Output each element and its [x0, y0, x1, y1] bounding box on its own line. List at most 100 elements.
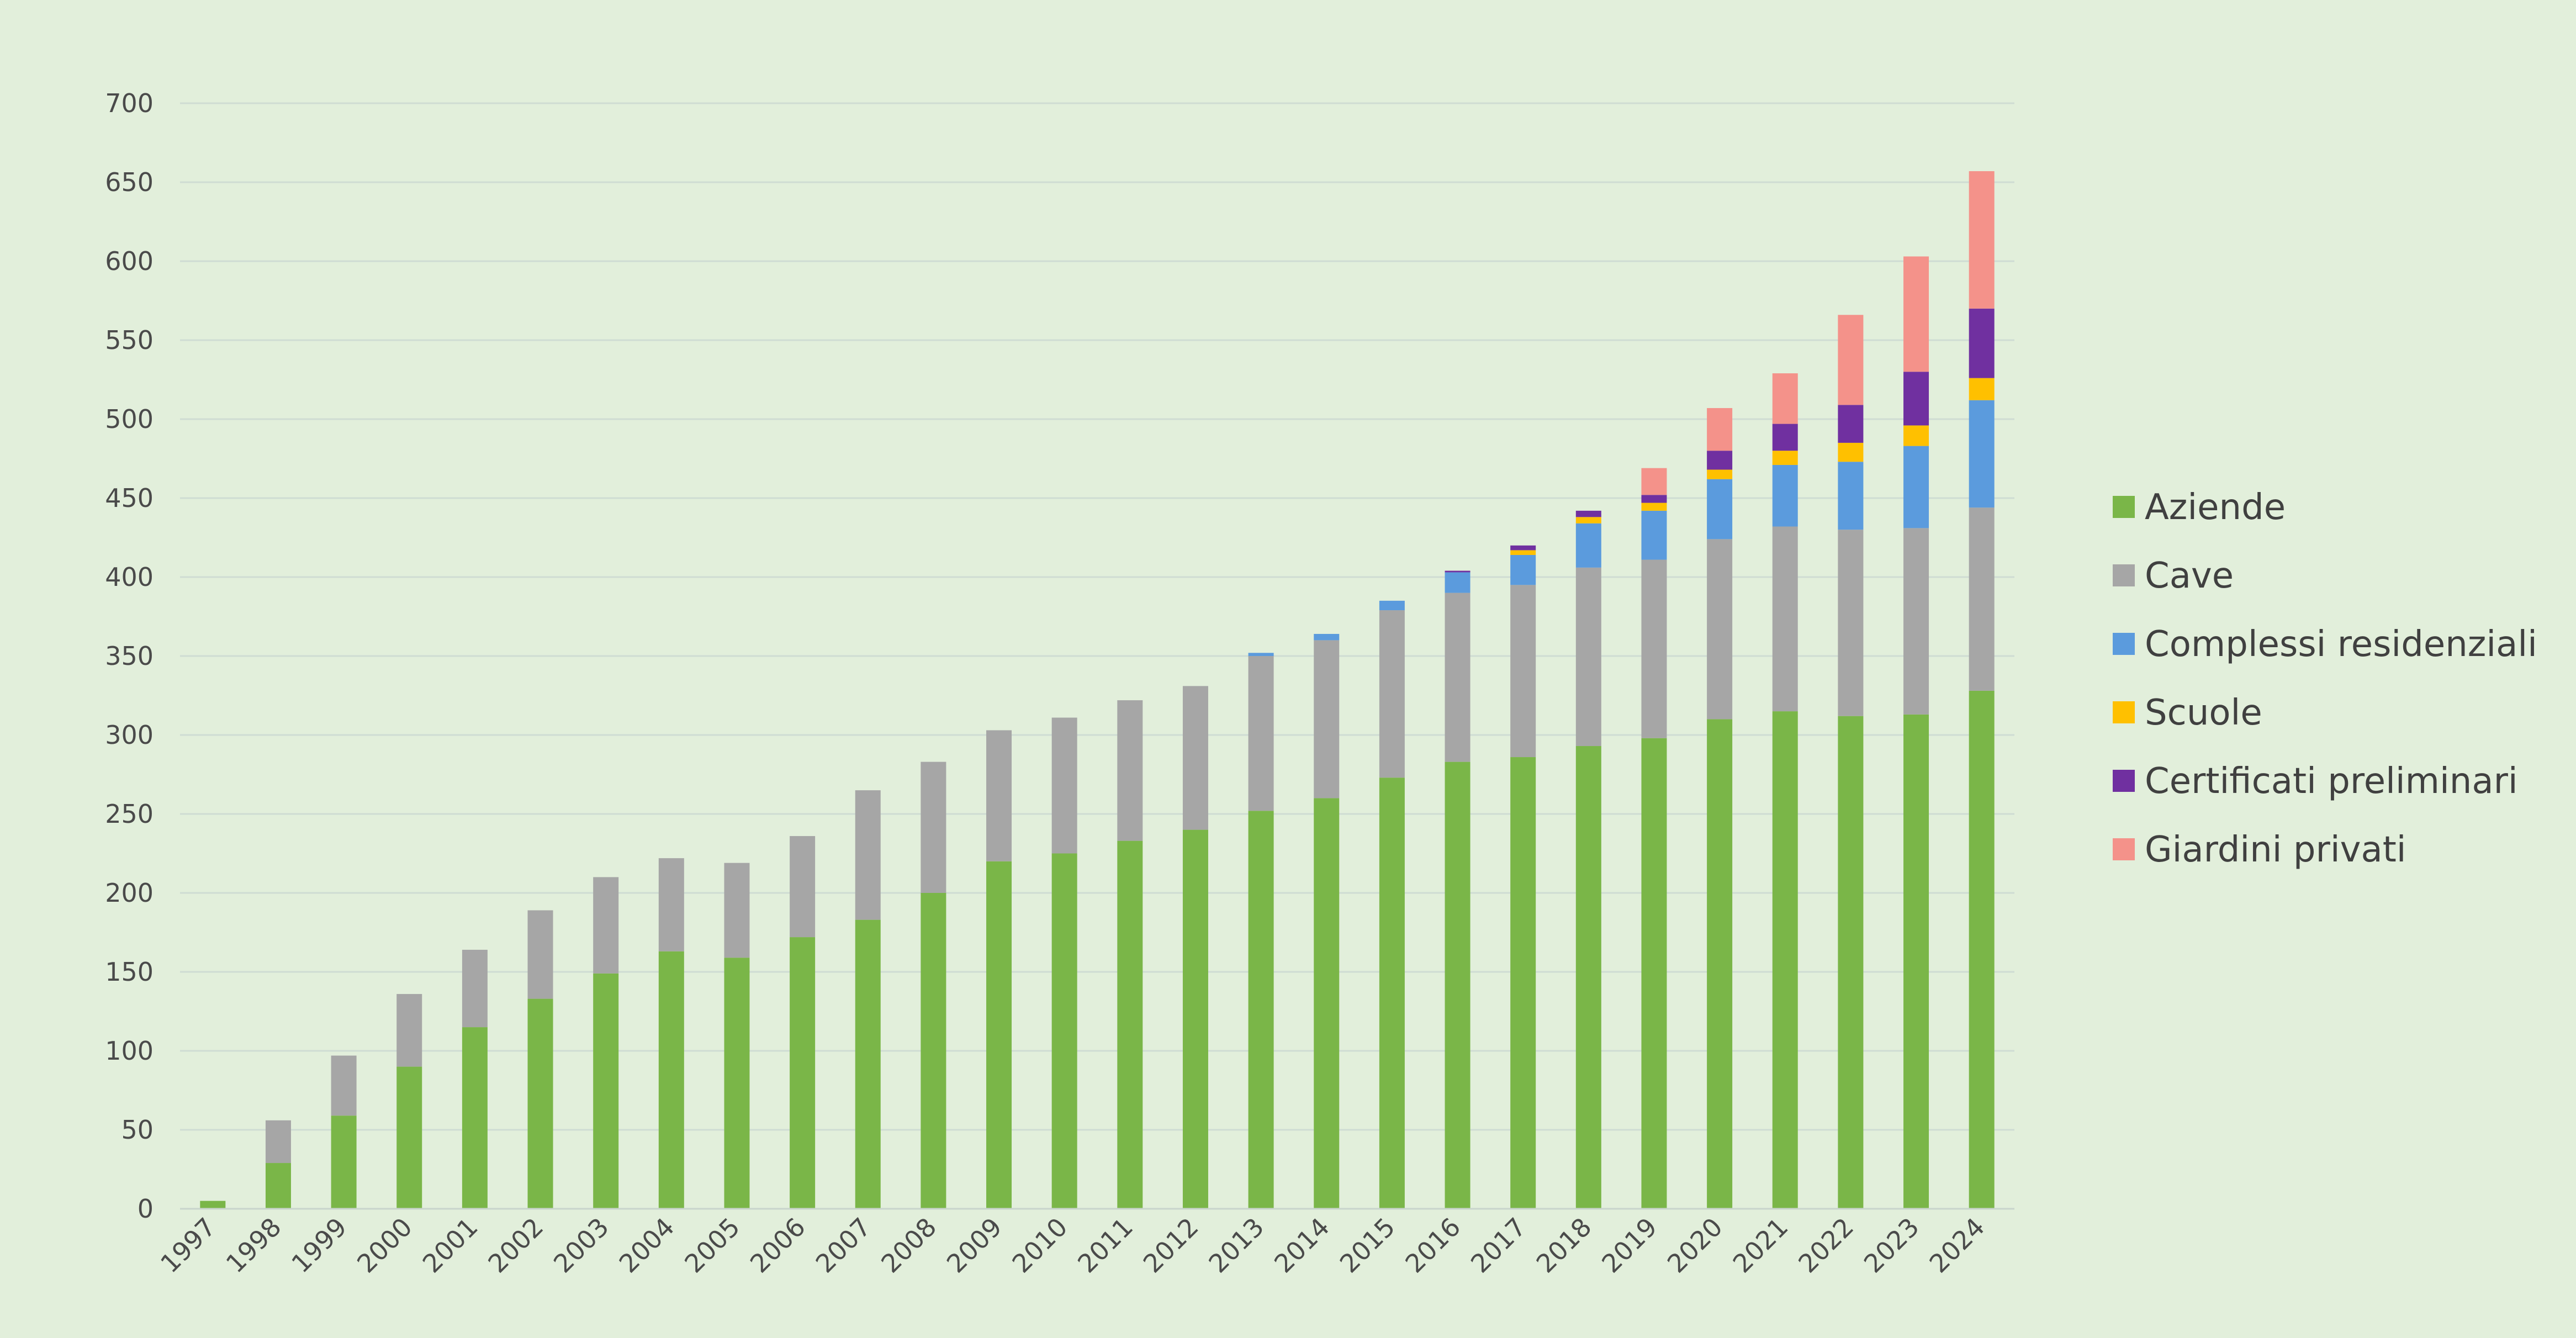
bar-segment-aziende [1903, 714, 1929, 1209]
y-tick-label: 500 [105, 404, 154, 434]
bar-segment-aziende [1051, 853, 1077, 1209]
bar-segment-complessi-residenziali [1248, 653, 1274, 656]
bar-segment-scuole [1707, 469, 1733, 479]
legend-swatch [2113, 564, 2135, 586]
bar-segment-cave [1903, 528, 1929, 715]
bar-segment-aziende [1510, 757, 1536, 1209]
bar-segment-cave [921, 761, 946, 893]
legend-label: Scuole [2145, 692, 2262, 733]
bar-segment-complessi-residenziali [1314, 633, 1340, 641]
gridlines [180, 102, 2014, 1131]
bar-segment-giardini-privati [1707, 408, 1733, 451]
legend-label: Complessi residenziali [2145, 624, 2537, 665]
legend-swatch [2113, 838, 2135, 860]
bar-segment-aziende [1314, 798, 1340, 1209]
x-tick-label: 2010 [1006, 1212, 1073, 1279]
bar-segment-complessi-residenziali [1903, 446, 1929, 528]
bar-segment-cave [1051, 717, 1077, 854]
legend: Aziende Cave Complessi residenziali Scuole C… [2113, 487, 2537, 870]
bar-segment-certificati-preliminari [1707, 451, 1733, 470]
x-tick-label: 2017 [1465, 1212, 1532, 1279]
bar-segment-cave [1641, 559, 1667, 738]
bar-segment-scuole [1641, 503, 1667, 511]
y-tick-label: 200 [105, 878, 154, 908]
x-axis-ticks: 1997199819992000200120022003200420052006… [155, 1212, 1990, 1279]
bar-segment-complessi-residenziali [1707, 479, 1733, 540]
x-tick-label: 2007 [810, 1212, 877, 1279]
x-tick-label: 2015 [1334, 1212, 1401, 1279]
bar-segment-aziende [1248, 811, 1274, 1209]
legend-label: Certificati preliminari [2145, 761, 2518, 802]
x-tick-label: 2016 [1399, 1212, 1466, 1279]
y-tick-label: 650 [105, 167, 154, 197]
bar-segment-cave [396, 994, 422, 1067]
bar-segment-aziende [986, 861, 1012, 1209]
bar-segment-aziende [1838, 716, 1864, 1209]
y-tick-label: 600 [105, 246, 154, 276]
x-tick-label: 1997 [155, 1212, 221, 1279]
y-tick-label: 100 [105, 1036, 154, 1066]
bar-segment-cave [724, 863, 750, 958]
bar-segment-cave [855, 790, 881, 920]
y-axis-ticks: 0 50 100 150 200 250 300 350 400 450 500 550 600 650 7… [105, 88, 154, 1224]
bar-segment-giardini-privati [1772, 373, 1798, 424]
x-tick-label: 2020 [1662, 1212, 1728, 1279]
bar-segment-scuole [1903, 425, 1929, 446]
bar-segment-aziende [1969, 690, 1995, 1209]
bar-segment-complessi-residenziali [1772, 464, 1798, 527]
bar-segment-aziende [1575, 746, 1601, 1209]
bar-segment-aziende [527, 998, 553, 1209]
y-tick-label: 350 [105, 641, 154, 671]
y-tick-label: 400 [105, 562, 154, 592]
bar-segment-cave [462, 949, 488, 1028]
bar-segment-complessi-residenziali [1838, 462, 1864, 530]
x-tick-label: 2009 [941, 1212, 1008, 1279]
bar-segment-cave [1838, 530, 1864, 716]
bar-segment-complessi-residenziali [1379, 600, 1405, 611]
bar-segment-aziende [1182, 829, 1208, 1209]
bar-segment-aziende [1117, 840, 1143, 1209]
bar-segment-certificati-preliminari [1838, 405, 1864, 443]
bar-segment-aziende [724, 958, 750, 1209]
x-tick-label: 2002 [482, 1212, 549, 1279]
bars [200, 171, 1995, 1209]
bar-segment-cave [658, 858, 684, 951]
bar-segment-complessi-residenziali [1969, 400, 1995, 508]
bar-segment-giardini-privati [1903, 256, 1929, 372]
bar-segment-aziende [200, 1201, 226, 1209]
bar-segment-aziende [1379, 778, 1405, 1209]
bar-segment-aziende [1707, 719, 1733, 1209]
bar-segment-cave [593, 877, 619, 974]
bar-segment-scuole [1575, 517, 1601, 523]
bar-segment-giardini-privati [1969, 171, 1995, 309]
bar-segment-complessi-residenziali [1575, 523, 1601, 568]
bar-segment-aziende [1641, 738, 1667, 1209]
bar-segment-complessi-residenziali [1641, 510, 1667, 560]
x-tick-label: 1998 [220, 1212, 287, 1279]
y-tick-label: 700 [105, 88, 154, 118]
bar-segment-aziende [265, 1163, 291, 1209]
y-tick-label: 150 [105, 957, 154, 987]
bar-segment-scuole [1772, 451, 1798, 465]
bar-segment-certificati-preliminari [1969, 308, 1995, 378]
bar-segment-aziende [462, 1027, 488, 1209]
x-tick-label: 2024 [1923, 1212, 1990, 1279]
bar-segment-cave [1182, 686, 1208, 830]
x-tick-label: 2004 [613, 1212, 680, 1279]
x-tick-label: 2006 [744, 1212, 811, 1279]
y-tick-label: 550 [105, 325, 154, 355]
y-tick-label: 250 [105, 799, 154, 829]
bar-segment-cave [265, 1120, 291, 1164]
bar-segment-cave [1575, 567, 1601, 747]
legend-swatch [2113, 496, 2135, 518]
x-tick-label: 2001 [417, 1212, 484, 1279]
legend-label: Giardini privati [2145, 829, 2406, 870]
bar-segment-cave [1379, 610, 1405, 778]
bar-segment-aziende [855, 919, 881, 1209]
bar-segment-aziende [1772, 711, 1798, 1209]
bar-segment-aziende [593, 973, 619, 1209]
x-tick-label: 2000 [351, 1212, 418, 1279]
y-tick-label: 450 [105, 483, 154, 513]
x-tick-label: 2023 [1858, 1212, 1925, 1279]
